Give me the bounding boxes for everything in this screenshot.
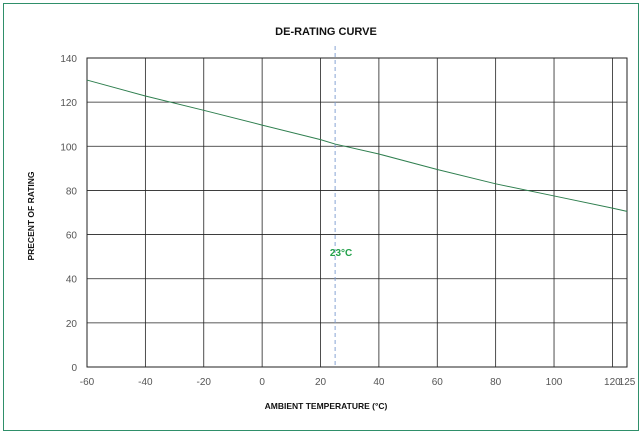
y-tick-label-4: 80 <box>66 186 78 197</box>
x-tick-label-10: 125 <box>619 377 636 388</box>
x-tick-label-8: 100 <box>546 377 563 388</box>
y-tick-label-6: 120 <box>60 98 77 109</box>
temperature-annotation: 23°C <box>330 248 352 259</box>
x-tick-label-6: 60 <box>432 377 444 388</box>
x-axis-label: AMBIENT TEMPERATURE (°C) <box>265 401 388 411</box>
grid <box>86 57 628 368</box>
x-tick-label-7: 80 <box>490 377 502 388</box>
y-tick-label-1: 20 <box>66 319 78 330</box>
x-tick-label-3: 0 <box>259 377 265 388</box>
series-group <box>86 79 628 212</box>
y-axis-label: PRECENT OF RATING <box>26 171 36 260</box>
y-tick-label-2: 40 <box>66 275 78 286</box>
chart-frame: DE-RATING CURVE -60 -40 -20 0 20 40 60 80 100 120… <box>3 3 639 431</box>
derating-chart: DE-RATING CURVE -60 -40 -20 0 20 40 60 80 100 120… <box>26 26 636 411</box>
x-tick-label-2: -20 <box>197 377 212 388</box>
y-tick-label-3: 60 <box>66 231 78 242</box>
x-tick-label-5: 40 <box>373 377 385 388</box>
chart-title: DE-RATING CURVE <box>275 26 377 38</box>
y-tick-labels: 0 20 40 60 80 100 120 140 <box>60 54 77 374</box>
y-tick-label-0: 0 <box>71 363 77 374</box>
x-tick-label-4: 20 <box>315 377 327 388</box>
y-tick-label-5: 100 <box>60 142 77 153</box>
y-tick-label-7: 140 <box>60 54 77 65</box>
x-tick-label-0: -60 <box>80 377 95 388</box>
x-tick-label-9: 120 <box>604 377 621 388</box>
series-line-0 <box>86 79 628 212</box>
plot-border <box>86 57 628 368</box>
x-tick-label-1: -40 <box>138 377 153 388</box>
